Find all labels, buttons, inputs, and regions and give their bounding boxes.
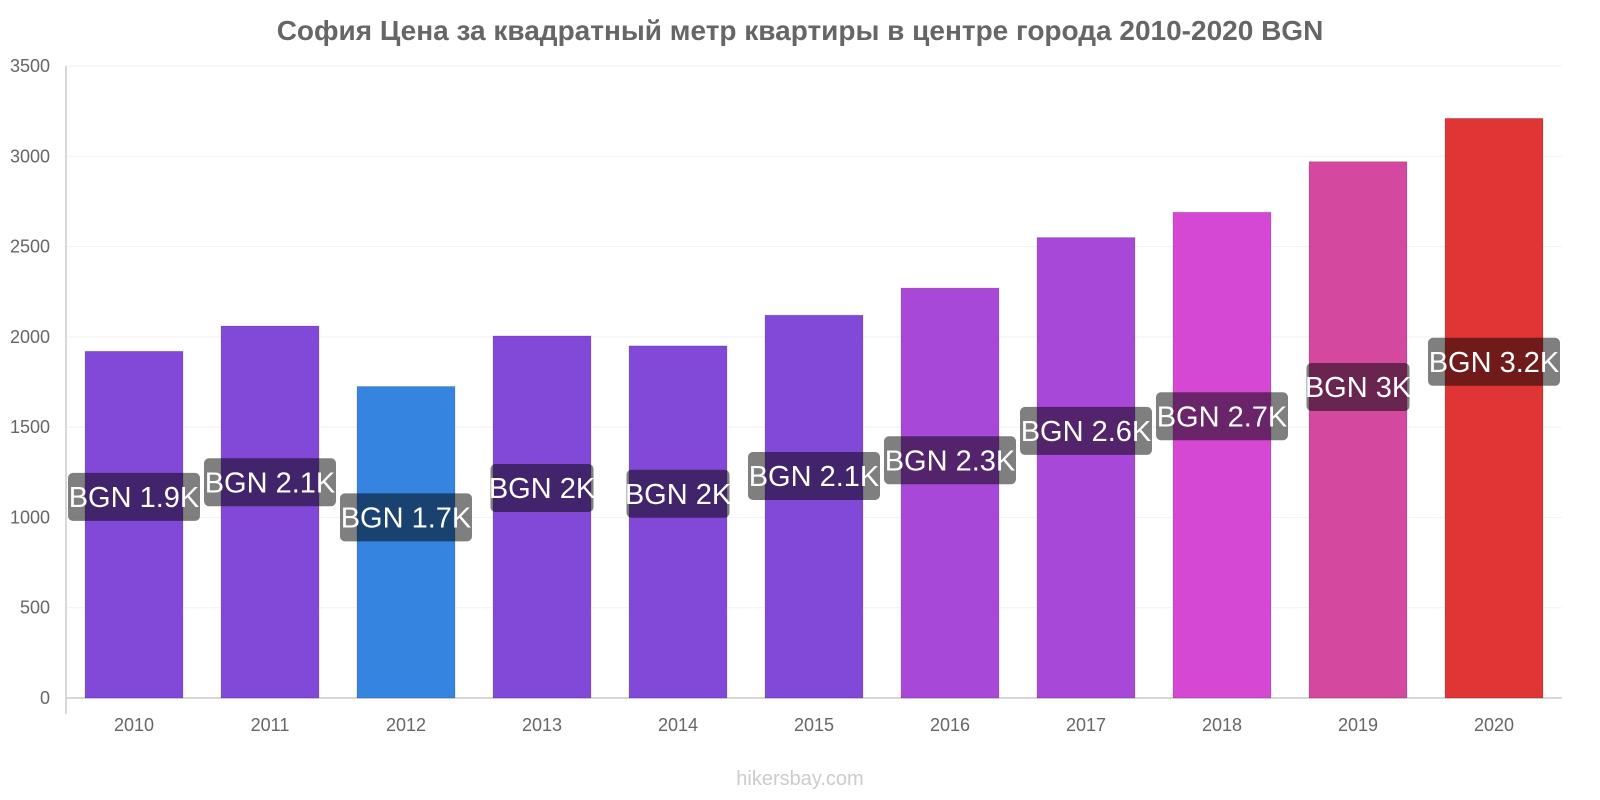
data-label: BGN 2.3K bbox=[884, 436, 1016, 485]
bar-2011 bbox=[220, 325, 320, 699]
data-label-bg bbox=[68, 472, 200, 521]
data-label: BGN 1.7K bbox=[340, 493, 472, 542]
bar-2020 bbox=[1444, 117, 1544, 699]
data-label-bg bbox=[340, 493, 472, 542]
data-label-bg bbox=[204, 458, 336, 507]
data-label: BGN 3.2K bbox=[1428, 337, 1560, 386]
data-label-bg bbox=[1428, 337, 1560, 386]
y-tick-label: 1500 bbox=[10, 417, 50, 437]
bar-2016 bbox=[900, 287, 1000, 699]
y-tick-label: 0 bbox=[40, 688, 50, 708]
x-tick-label: 2018 bbox=[1202, 715, 1242, 735]
data-label: BGN 3K bbox=[1305, 362, 1412, 411]
data-label-text: BGN 2.1K bbox=[205, 467, 336, 499]
x-tick-label: 2014 bbox=[658, 715, 698, 735]
bar-2018 bbox=[1172, 211, 1272, 699]
x-tick-label: 2012 bbox=[386, 715, 426, 735]
data-label-bg bbox=[1306, 362, 1410, 411]
data-label: BGN 2K bbox=[625, 469, 732, 518]
y-tick-label: 2500 bbox=[10, 237, 50, 257]
x-tick-label: 2019 bbox=[1338, 715, 1378, 735]
x-tick-label: 2020 bbox=[1474, 715, 1514, 735]
watermark: hikersbay.com bbox=[736, 768, 864, 790]
y-tick-label: 2000 bbox=[10, 327, 50, 347]
data-label-bg bbox=[1020, 406, 1152, 455]
x-tick-label: 2011 bbox=[251, 715, 290, 735]
y-tick-label: 1000 bbox=[10, 507, 50, 527]
data-label: BGN 2.1K bbox=[748, 451, 880, 500]
data-label-text: BGN 3K bbox=[1305, 372, 1412, 404]
data-label-text: BGN 3.2K bbox=[1429, 347, 1560, 379]
chart-title: София Цена за квадратный метр квартиры в… bbox=[276, 15, 1324, 46]
y-tick-label: 3000 bbox=[10, 146, 50, 166]
data-label-text: BGN 2.7K bbox=[1157, 401, 1288, 433]
data-label-text: BGN 2.1K bbox=[749, 461, 880, 493]
data-label: BGN 2.7K bbox=[1156, 392, 1288, 441]
bar-2010 bbox=[84, 350, 184, 699]
bar-2012 bbox=[356, 386, 456, 699]
x-tick-label: 2015 bbox=[794, 715, 834, 735]
data-label-bg bbox=[626, 469, 730, 518]
data-label-bg bbox=[490, 464, 594, 513]
bar-2014 bbox=[628, 345, 728, 699]
data-label-text: BGN 2K bbox=[489, 473, 596, 505]
x-tick-label: 2016 bbox=[930, 715, 970, 735]
data-label-bg bbox=[884, 436, 1016, 485]
data-label-text: BGN 1.9K bbox=[69, 482, 200, 514]
data-label-text: BGN 2K bbox=[625, 479, 732, 511]
bar-2019 bbox=[1308, 161, 1408, 699]
bar-2013 bbox=[492, 335, 592, 699]
data-label-bg bbox=[1156, 392, 1288, 441]
data-label-text: BGN 2.6K bbox=[1021, 416, 1152, 448]
x-tick-label: 2013 bbox=[522, 715, 562, 735]
x-tick-label: 2010 bbox=[114, 715, 154, 735]
data-label-text: BGN 1.7K bbox=[341, 502, 472, 534]
y-tick-label: 500 bbox=[20, 598, 50, 618]
data-label: BGN 2K bbox=[489, 464, 596, 513]
bar-2015 bbox=[764, 314, 864, 699]
data-label: BGN 2.1K bbox=[204, 458, 336, 507]
y-tick-label: 3500 bbox=[10, 56, 50, 76]
x-tick-label: 2017 bbox=[1066, 715, 1106, 735]
data-label-text: BGN 2.3K bbox=[885, 445, 1016, 477]
data-label-bg bbox=[748, 451, 880, 500]
bar-2017 bbox=[1036, 237, 1136, 699]
data-label: BGN 1.9K bbox=[68, 472, 200, 521]
data-label: BGN 2.6K bbox=[1020, 406, 1152, 455]
